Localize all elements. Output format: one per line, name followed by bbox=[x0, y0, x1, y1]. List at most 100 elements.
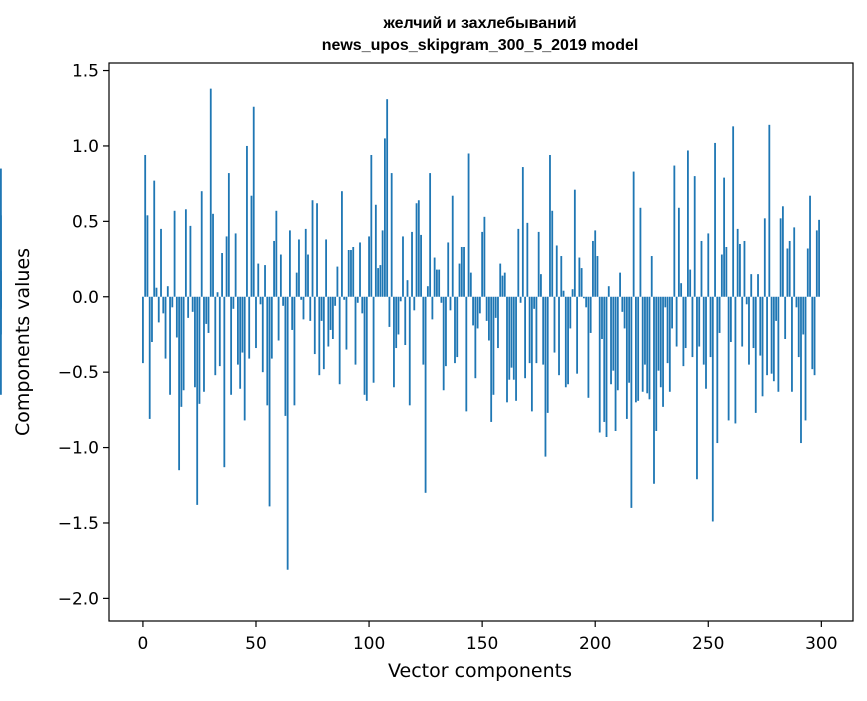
bar-305 bbox=[0, 280, 2, 297]
bar-68 bbox=[295, 272, 298, 297]
x-tick-label: 150 bbox=[466, 634, 498, 654]
bar-187 bbox=[564, 296, 567, 388]
bar-96 bbox=[359, 242, 361, 297]
bar-36 bbox=[223, 296, 226, 468]
bar-164 bbox=[512, 296, 515, 380]
bar-59 bbox=[275, 210, 278, 297]
x-tick-label: 200 bbox=[579, 634, 611, 654]
bar-19 bbox=[184, 209, 187, 297]
bar-136 bbox=[449, 296, 452, 311]
bar-49 bbox=[252, 106, 255, 297]
bar-125 bbox=[424, 296, 427, 493]
bar-143 bbox=[465, 296, 468, 412]
bar-26 bbox=[200, 191, 203, 297]
bar-131 bbox=[438, 269, 441, 297]
bar-52 bbox=[259, 296, 262, 305]
bar-10 bbox=[164, 296, 167, 359]
bar-227 bbox=[655, 296, 658, 431]
bar-198 bbox=[589, 296, 592, 333]
bar-62 bbox=[282, 296, 285, 306]
bar-94 bbox=[354, 296, 357, 365]
bar-140 bbox=[458, 263, 461, 297]
bar-261 bbox=[732, 126, 735, 297]
bar-42 bbox=[237, 296, 239, 365]
bar-301 bbox=[0, 296, 2, 395]
bar-222 bbox=[644, 296, 646, 365]
bar-195 bbox=[582, 296, 585, 299]
bar-177 bbox=[542, 296, 545, 365]
bar-14 bbox=[173, 210, 176, 297]
bar-278 bbox=[770, 296, 773, 374]
bar-51 bbox=[257, 263, 260, 297]
plot-frame bbox=[108, 62, 854, 622]
bar-119 bbox=[411, 231, 413, 297]
bar-271 bbox=[754, 296, 757, 413]
bar-229 bbox=[659, 296, 662, 388]
bar-160 bbox=[503, 272, 506, 297]
bar-233 bbox=[668, 296, 671, 392]
bar-234 bbox=[671, 296, 673, 329]
bar-40 bbox=[232, 296, 235, 309]
bar-209 bbox=[614, 296, 617, 431]
bar-63 bbox=[284, 296, 287, 416]
bar-169 bbox=[524, 296, 526, 379]
bar-279 bbox=[772, 296, 775, 382]
x-tick-label: 250 bbox=[692, 634, 724, 654]
y-axis-ticks: −2.0 −1.5 −1.0 −0.5 0.0 0.5 1.0 1.5 bbox=[58, 62, 109, 609]
bar-211 bbox=[619, 272, 621, 297]
bar-79 bbox=[320, 296, 323, 321]
bar-103 bbox=[374, 204, 377, 297]
bar-163 bbox=[510, 296, 513, 368]
bar-124 bbox=[422, 296, 425, 365]
bar-242 bbox=[689, 269, 692, 297]
bar-99 bbox=[365, 296, 368, 401]
bar-302 bbox=[0, 168, 2, 297]
bar-293 bbox=[804, 296, 807, 421]
bar-8 bbox=[160, 228, 162, 297]
bar-179 bbox=[546, 296, 549, 413]
bar-204 bbox=[603, 296, 606, 422]
bar-115 bbox=[402, 236, 404, 297]
bar-246 bbox=[698, 296, 701, 347]
bar-108 bbox=[386, 99, 389, 297]
bar-194 bbox=[580, 268, 583, 297]
bar-93 bbox=[352, 246, 355, 297]
bar-154 bbox=[490, 296, 493, 422]
bar-83 bbox=[329, 296, 332, 330]
bar-245 bbox=[696, 296, 698, 480]
bar-88 bbox=[341, 191, 343, 297]
bar-45 bbox=[243, 296, 246, 421]
x-tick-label: 0 bbox=[138, 634, 149, 654]
bar-175 bbox=[537, 231, 540, 297]
bar-241 bbox=[687, 150, 689, 297]
bar-231 bbox=[664, 296, 667, 308]
bar-259 bbox=[727, 296, 730, 421]
bar-135 bbox=[447, 242, 450, 297]
bar-95 bbox=[356, 296, 359, 303]
bar-138 bbox=[454, 296, 456, 364]
y-tick-label: −1.0 bbox=[58, 439, 99, 459]
bar-141 bbox=[460, 246, 463, 297]
bar-20 bbox=[187, 296, 190, 318]
bar-157 bbox=[497, 296, 499, 349]
bar-46 bbox=[246, 145, 248, 297]
bar-228 bbox=[657, 296, 660, 371]
bar-196 bbox=[585, 296, 588, 308]
bar-237 bbox=[677, 207, 680, 297]
bar-82 bbox=[327, 296, 330, 347]
bar-258 bbox=[725, 246, 728, 297]
bar-252 bbox=[711, 296, 714, 522]
bar-134 bbox=[445, 296, 447, 367]
bar-4 bbox=[151, 296, 153, 342]
bar-44 bbox=[241, 296, 244, 353]
bar-75 bbox=[311, 200, 314, 297]
bar-161 bbox=[506, 296, 508, 403]
bar-67 bbox=[293, 296, 296, 406]
bar-89 bbox=[343, 296, 346, 300]
bar-267 bbox=[745, 296, 748, 305]
bar-178 bbox=[544, 296, 547, 457]
bar-53 bbox=[261, 296, 264, 373]
bar-280 bbox=[775, 296, 778, 321]
y-tick-label: 1.5 bbox=[72, 62, 99, 82]
